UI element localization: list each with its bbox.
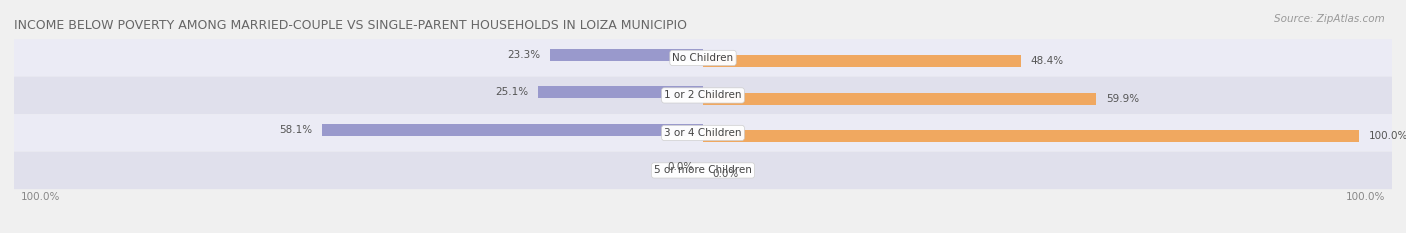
Text: 5 or more Children: 5 or more Children (654, 165, 752, 175)
Text: INCOME BELOW POVERTY AMONG MARRIED-COUPLE VS SINGLE-PARENT HOUSEHOLDS IN LOIZA M: INCOME BELOW POVERTY AMONG MARRIED-COUPL… (14, 19, 688, 32)
Text: 48.4%: 48.4% (1031, 56, 1063, 66)
Bar (703, 93, 1097, 105)
Text: No Children: No Children (672, 53, 734, 63)
FancyBboxPatch shape (14, 39, 1392, 77)
Bar (703, 130, 1360, 142)
Text: 0.0%: 0.0% (713, 169, 740, 179)
FancyBboxPatch shape (14, 77, 1392, 114)
Text: Source: ZipAtlas.com: Source: ZipAtlas.com (1274, 14, 1385, 24)
Text: 0.0%: 0.0% (666, 162, 693, 172)
FancyBboxPatch shape (14, 152, 1392, 189)
Text: 100.0%: 100.0% (1346, 192, 1385, 202)
Text: 100.0%: 100.0% (1369, 131, 1406, 141)
Text: 23.3%: 23.3% (508, 50, 540, 60)
Bar (550, 48, 703, 61)
Bar (703, 55, 1021, 67)
Text: 58.1%: 58.1% (278, 125, 312, 134)
Text: 3 or 4 Children: 3 or 4 Children (664, 128, 742, 138)
FancyBboxPatch shape (14, 114, 1392, 152)
Text: 25.1%: 25.1% (495, 87, 529, 97)
Text: 59.9%: 59.9% (1107, 94, 1139, 104)
Text: 100.0%: 100.0% (21, 192, 60, 202)
Bar (538, 86, 703, 98)
Text: 1 or 2 Children: 1 or 2 Children (664, 90, 742, 100)
Bar (322, 123, 703, 136)
